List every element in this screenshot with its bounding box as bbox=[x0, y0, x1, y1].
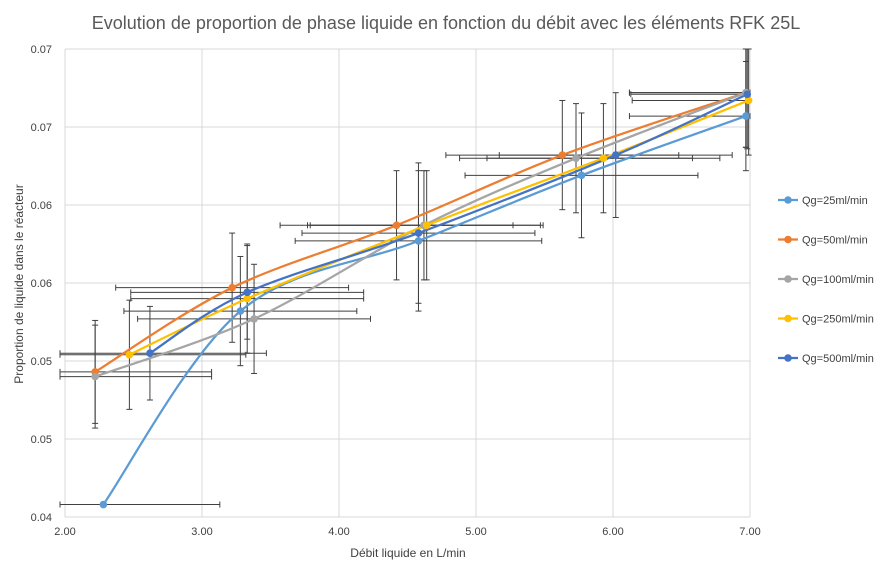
x-tick-label: 5.00 bbox=[465, 526, 486, 538]
legend-label: Qg=50ml/min bbox=[802, 235, 868, 247]
y-tick-label: 0.06 bbox=[31, 278, 52, 290]
legend-entry: Qg=500ml/min bbox=[778, 353, 874, 365]
data-point bbox=[611, 151, 620, 159]
data-point bbox=[236, 307, 245, 315]
grid bbox=[64, 48, 751, 518]
legend-marker bbox=[784, 314, 792, 323]
series-line bbox=[102, 115, 747, 506]
y-tick-label: 0.04 bbox=[31, 512, 52, 524]
legend-label: Qg=100ml/min bbox=[802, 274, 874, 286]
legend: Qg=25ml/min Qg=50ml/min Qg=100ml/min Qg=250… bbox=[778, 195, 874, 365]
y-tick-label: 0.07 bbox=[31, 44, 52, 56]
y-tick-label: 0.07 bbox=[31, 122, 52, 134]
legend-marker bbox=[784, 235, 792, 244]
data-point bbox=[146, 349, 154, 358]
data-point bbox=[250, 315, 258, 323]
data-point bbox=[414, 237, 423, 245]
legend-label: Qg=25ml/min bbox=[802, 195, 868, 207]
legend-marker bbox=[784, 196, 792, 204]
data-point bbox=[392, 221, 401, 230]
legend-entry: Qg=100ml/min bbox=[778, 274, 874, 286]
x-tick-label: 2.00 bbox=[54, 526, 75, 538]
chart-title: Evolution de proportion de phase liquide… bbox=[92, 13, 800, 33]
x-tick-label: 3.00 bbox=[191, 526, 212, 538]
x-tick-label: 7.00 bbox=[739, 526, 760, 538]
legend-entry: Qg=50ml/min bbox=[778, 235, 868, 247]
series-line bbox=[149, 93, 748, 355]
data-point bbox=[572, 154, 580, 162]
x-axis-title: Débit liquide en L/min bbox=[350, 546, 465, 560]
data-point bbox=[125, 350, 134, 359]
data-point bbox=[743, 90, 752, 99]
data-point bbox=[744, 96, 753, 105]
x-tick-label: 6.00 bbox=[602, 526, 623, 538]
data-point bbox=[91, 372, 99, 381]
data-point bbox=[599, 154, 608, 162]
legend-entry: Qg=25ml/min bbox=[778, 195, 868, 207]
legend-marker bbox=[784, 354, 792, 362]
error-bar bbox=[59, 324, 213, 429]
legend-label: Qg=500ml/min bbox=[802, 353, 874, 365]
legend-label: Qg=250ml/min bbox=[802, 314, 874, 326]
data-point bbox=[414, 229, 423, 237]
axes: 2.00 3.00 4.00 5.00 6.00 7.00 0.04 0.05 0.05 0.06… bbox=[31, 44, 761, 538]
data-point bbox=[243, 288, 252, 297]
x-tick-label: 4.00 bbox=[328, 526, 349, 538]
data-point bbox=[99, 500, 108, 509]
y-axis-title: Proportion de liquide dans le réacteur bbox=[12, 184, 26, 383]
y-tick-label: 0.05 bbox=[31, 356, 52, 368]
series-markers bbox=[91, 88, 753, 509]
error-bar bbox=[59, 501, 221, 508]
legend-marker bbox=[784, 275, 792, 283]
data-point bbox=[422, 221, 431, 230]
data-point bbox=[243, 294, 252, 303]
data-point bbox=[228, 283, 236, 292]
data-point bbox=[558, 151, 567, 159]
data-point bbox=[742, 112, 750, 120]
legend-entry: Qg=250ml/min bbox=[778, 314, 874, 326]
y-tick-label: 0.05 bbox=[31, 434, 52, 446]
y-tick-label: 0.06 bbox=[31, 200, 52, 212]
data-point bbox=[577, 171, 586, 180]
